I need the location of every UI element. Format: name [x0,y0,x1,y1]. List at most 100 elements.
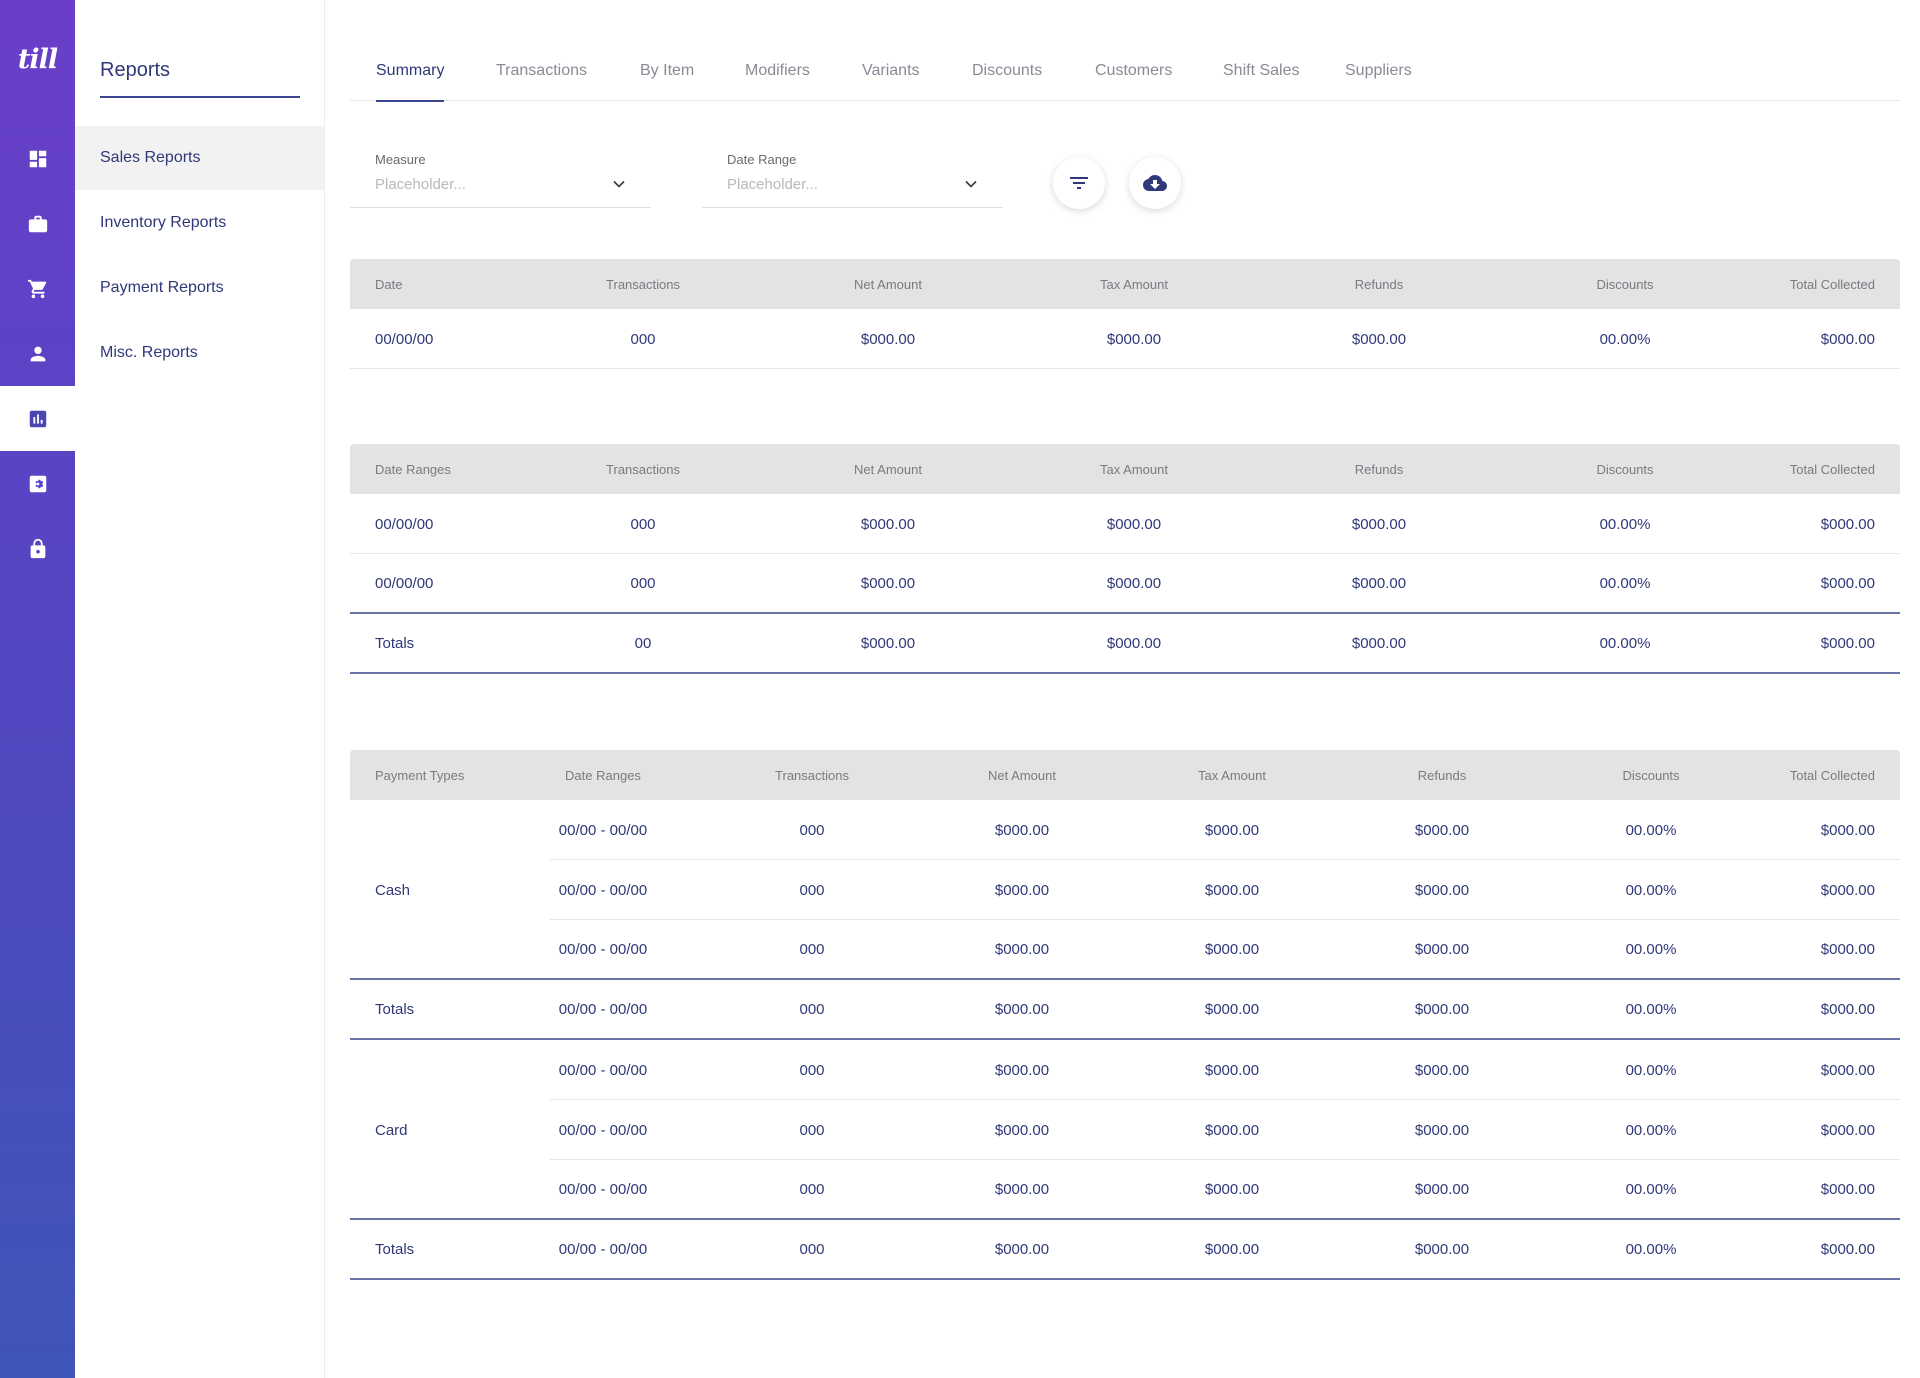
net-amount-cell: $000.00 [994,1000,1050,1018]
transactions-cell: 000 [799,940,825,958]
rail-security[interactable] [0,516,75,581]
rail-settings[interactable] [0,451,75,516]
total-collected-cell: $000.00 [1820,821,1875,839]
tab-summary[interactable]: Summary [376,62,445,102]
totals-row[interactable]: Totals 00/00 - 00/00 000 $000.00 $000.00… [350,980,1900,1040]
tax-amount-cell: $000.00 [1106,574,1162,592]
tax-amount-cell: $000.00 [1204,821,1260,839]
tax-amount-cell: $000.00 [1106,634,1162,652]
tab-transactions[interactable]: Transactions [496,62,587,79]
date-range-input[interactable] [727,176,957,193]
subnav-item-inventory-reports[interactable]: Inventory Reports [100,214,227,231]
tab-discounts[interactable]: Discounts [972,62,1043,79]
refunds-cell: $000.00 [1414,1061,1470,1079]
refunds-cell: $000.00 [1351,634,1407,652]
measure-select[interactable]: Measure [350,150,651,208]
transactions-cell: 000 [799,881,825,899]
table-row[interactable]: 00/00 - 00/00 000 $000.00 $000.00 $000.0… [350,1040,1900,1100]
column-header: Date Ranges [375,461,451,477]
rail-orders[interactable] [0,256,75,321]
net-amount-cell: $000.00 [860,574,916,592]
table-header: Date Ranges Transactions Net Amount Tax … [350,444,1900,494]
total-collected-cell: $000.00 [1820,1121,1875,1139]
column-header: Transactions [775,767,849,783]
table-row[interactable]: 00/00/00 000 $000.00 $000.00 $000.00 00.… [350,494,1900,554]
total-collected-cell: $000.00 [1820,1180,1875,1198]
tab-modifiers[interactable]: Modifiers [745,62,810,79]
tab-variants[interactable]: Variants [862,62,920,79]
table-row[interactable]: 00/00/00 000 $000.00 $000.00 $000.00 00.… [350,554,1900,614]
column-header: Total Collected [1789,276,1875,292]
transactions-cell: 00 [634,634,652,652]
dashboard-icon [29,150,46,167]
rail-customers[interactable] [0,321,75,386]
column-header: Transactions [606,461,680,477]
transactions-cell: 000 [799,1061,825,1079]
tab-shift-sales[interactable]: Shift Sales [1223,62,1300,79]
discounts-cell: 00.00% [1599,574,1651,592]
refunds-cell: $000.00 [1414,940,1470,958]
column-header: Refunds [1354,276,1404,292]
chevron-down-icon[interactable] [609,174,629,194]
transactions-cell: 000 [799,1240,825,1258]
date-range-cell: 00/00 - 00/00 [558,1180,648,1198]
table-row[interactable]: 00/00 - 00/00 000 $000.00 $000.00 $000.0… [350,860,1900,920]
refunds-cell: $000.00 [1351,574,1407,592]
date-range-cell: 00/00 - 00/00 [558,1000,648,1018]
total-collected-cell: $000.00 [1820,574,1875,592]
date-range-cell: 00/00 - 00/00 [558,1240,648,1258]
column-header: Refunds [1417,767,1467,783]
refunds-cell: $000.00 [1351,515,1407,533]
discounts-cell: 00.00% [1599,515,1651,533]
table-row[interactable]: 00/00 - 00/00 000 $000.00 $000.00 $000.0… [350,1160,1900,1220]
filter-icon [1070,177,1088,189]
rail-reports[interactable] [0,386,75,451]
subnav-item-misc-reports[interactable]: Misc. Reports [100,344,198,361]
table-row[interactable]: 00/00/00 000 $000.00 $000.00 $000.00 00.… [350,309,1900,369]
table-row[interactable]: 00/00 - 00/00 000 $000.00 $000.00 $000.0… [350,800,1900,860]
filter-button[interactable] [1053,157,1105,209]
summary-table: Date Transactions Net Amount Tax Amount … [350,259,1900,369]
discounts-cell: 00.00% [1625,1180,1677,1198]
column-header: Transactions [606,276,680,292]
totals-row[interactable]: Totals 00 $000.00 $000.00 $000.00 00.00%… [350,614,1900,674]
tab-customers[interactable]: Customers [1095,62,1173,79]
column-header: Net Amount [854,461,922,477]
discounts-cell: 00.00% [1625,1061,1677,1079]
date-range-cell: 00/00 - 00/00 [558,881,648,899]
date-range-cell: 00/00 - 00/00 [558,1061,648,1079]
discounts-cell: 00.00% [1625,1000,1677,1018]
subnav-title: Reports [100,59,300,98]
total-collected-cell: $000.00 [1820,1000,1875,1018]
report-tabs: Summary Transactions By Item Modifiers V… [350,62,1900,102]
date-range-cell: 00/00 - 00/00 [558,1121,648,1139]
subnav-item-payment-reports[interactable]: Payment Reports [100,279,224,296]
payment-types-table: Payment Types Date Ranges Transactions N… [350,750,1900,1280]
measure-input[interactable] [375,176,605,193]
download-button[interactable] [1129,157,1181,209]
refunds-cell: $000.00 [1414,1180,1470,1198]
rail-inventory[interactable] [0,191,75,256]
totals-label: Totals [375,634,415,652]
subnav-item-sales-reports[interactable]: Sales Reports [75,126,325,190]
tab-by-item[interactable]: By Item [640,62,695,79]
date-range-select[interactable]: Date Range [702,150,1003,208]
refunds-cell: $000.00 [1414,1121,1470,1139]
transactions-cell: 000 [630,330,656,348]
table-row[interactable]: 00/00 - 00/00 000 $000.00 $000.00 $000.0… [350,920,1900,980]
total-collected-cell: $000.00 [1820,515,1875,533]
till-logo[interactable]: till [17,44,58,75]
column-header: Total Collected [1789,767,1875,783]
tab-suppliers[interactable]: Suppliers [1345,62,1412,79]
table-row[interactable]: 00/00 - 00/00 000 $000.00 $000.00 $000.0… [350,1100,1900,1160]
net-amount-cell: $000.00 [994,881,1050,899]
date-range-cell: 00/00 - 00/00 [558,940,648,958]
rail-dashboard[interactable] [0,126,75,191]
date-range-cell: 00/00 - 00/00 [558,821,648,839]
date-cell: 00/00/00 [375,330,434,348]
chevron-down-icon[interactable] [961,174,981,194]
tax-amount-cell: $000.00 [1204,1121,1260,1139]
payment-group-cash: Cash 00/00 - 00/00 000 $000.00 $000.00 $… [350,800,1900,1040]
table-header: Date Transactions Net Amount Tax Amount … [350,259,1900,309]
totals-row[interactable]: Totals 00/00 - 00/00 000 $000.00 $000.00… [350,1220,1900,1280]
